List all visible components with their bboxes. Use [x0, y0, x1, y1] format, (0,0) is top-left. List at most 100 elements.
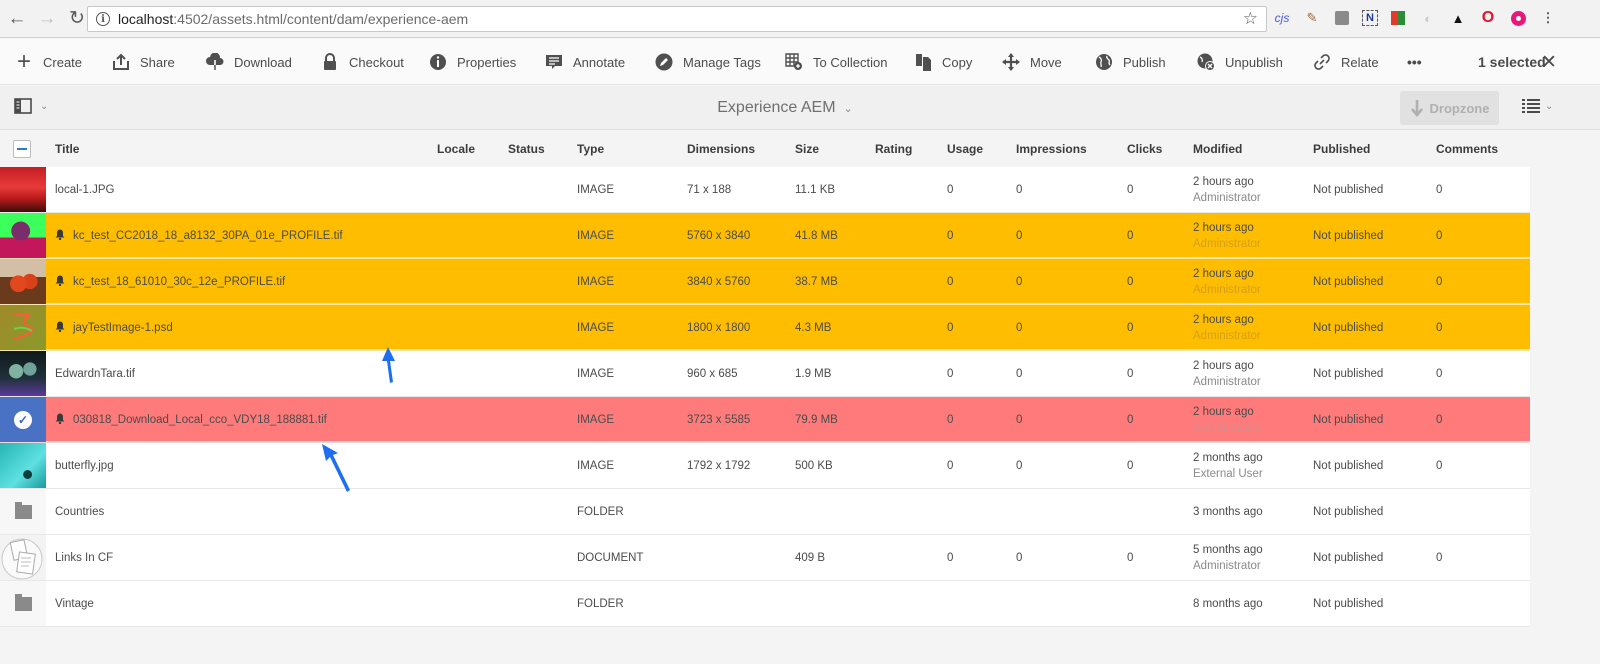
column-header-modified[interactable]: Modified — [1193, 142, 1243, 156]
column-header-comments[interactable]: Comments — [1436, 142, 1499, 156]
table-row[interactable]: local-1.JPG IMAGE 71 x 188 11.1 KB 0 0 0 Not pu… — [0, 167, 1530, 213]
circle-extension-icon[interactable]: ◐ — [1424, 10, 1432, 26]
column-header-rating[interactable]: Rating — [875, 142, 913, 156]
asset-comments: 0 — [1436, 413, 1443, 426]
asset-comments: 0 — [1436, 275, 1443, 288]
move-button[interactable]: Move — [1001, 39, 1062, 85]
publish-button[interactable]: Publish — [1094, 39, 1166, 85]
address-bar[interactable]: i localhost:4502/assets.html/content/dam… — [87, 6, 1267, 32]
asset-title-text: Countries — [55, 505, 105, 518]
column-header-type[interactable]: Type — [577, 142, 605, 156]
asset-title[interactable]: kc_test_18_61010_30c_12e_PROFILE.tif — [55, 259, 285, 304]
asset-thumbnail[interactable] — [0, 351, 46, 396]
table-row[interactable]: Countries FOLDER Not published 3 months ago — [0, 489, 1530, 535]
asset-comments: 0 — [1436, 367, 1443, 380]
modified-by: Administrator — [1193, 421, 1261, 434]
properties-button[interactable]: Properties — [428, 39, 516, 85]
asset-title[interactable]: Vintage — [55, 581, 94, 626]
publish-status: Not published — [1313, 413, 1384, 426]
column-header-usage[interactable]: Usage — [947, 142, 984, 156]
column-header-impressions[interactable]: Impressions — [1016, 142, 1087, 156]
asset-thumbnail[interactable] — [0, 213, 46, 258]
table-row[interactable]: kc_test_18_61010_30c_12e_PROFILE.tif IMAG… — [0, 259, 1530, 305]
column-header-title[interactable]: Title — [55, 142, 80, 156]
bookmark-star-icon[interactable]: ☆ — [1242, 9, 1258, 28]
browser-menu-icon[interactable]: ⋮ — [1541, 10, 1555, 25]
column-header-published[interactable]: Published — [1313, 142, 1371, 156]
table-row[interactable]: EdwardnTara.tif IMAGE 960 x 685 1.9 MB 0 0 0 No… — [0, 351, 1530, 397]
view-switcher-button[interactable]: ⌄ — [1522, 98, 1553, 114]
asset-title[interactable]: Links In CF — [55, 535, 113, 580]
asset-dimensions: 71 x 188 — [687, 183, 732, 196]
column-header-clicks[interactable]: Clicks — [1127, 142, 1163, 156]
copy-button[interactable]: Copy — [913, 39, 972, 85]
cjs-extension-icon[interactable]: cjs — [1274, 11, 1290, 25]
asset-title-text: butterfly.jpg — [55, 459, 114, 472]
pen-extension-icon[interactable]: ✎ — [1306, 10, 1318, 25]
more-actions-button[interactable]: ••• — [1407, 39, 1422, 85]
share-button[interactable]: Share — [111, 39, 175, 85]
asset-title[interactable]: 030818_Download_Local_cco_VDY18_188881.t… — [55, 397, 327, 442]
asset-title[interactable]: EdwardnTara.tif — [55, 351, 135, 396]
select-all-checkbox[interactable] — [13, 140, 31, 158]
asset-title[interactable]: local-1.JPG — [55, 167, 114, 212]
chevron-down-icon: ⌄ — [843, 102, 853, 115]
table-row[interactable]: Links In CF DOCUMENT 409 B 0 0 0 Not published… — [0, 535, 1530, 581]
column-header-locale[interactable]: Locale — [437, 142, 476, 156]
site-info-icon[interactable]: i — [96, 12, 110, 26]
opera-extension-icon[interactable]: O — [1481, 9, 1495, 26]
relate-button[interactable]: Relate — [1312, 39, 1379, 85]
annotate-button[interactable]: Annotate — [544, 39, 625, 85]
square-extension-icon[interactable] — [1332, 8, 1352, 28]
reload-button[interactable]: ↻ — [69, 8, 85, 29]
extensions-area: cjs ✎ N ◐ ▲ O ⋮ — [1272, 8, 1558, 28]
colors-extension-icon[interactable] — [1388, 8, 1408, 28]
modified-info: 2 hours ago Administrator — [1193, 167, 1261, 212]
dropzone-button[interactable]: Dropzone — [1400, 91, 1499, 125]
asset-title[interactable]: jayTestImage-1.psd — [55, 305, 173, 350]
column-header-dimensions[interactable]: Dimensions — [687, 142, 756, 156]
asset-thumbnail[interactable] — [0, 167, 46, 212]
unpublish-button[interactable]: Unpublish — [1196, 39, 1283, 85]
asset-usage: 0 — [947, 229, 954, 242]
table-row[interactable]: Vintage FOLDER Not published 8 months ago — [0, 581, 1530, 627]
publish-status: Not published — [1313, 229, 1384, 242]
column-header-size[interactable]: Size — [795, 142, 820, 156]
page-title[interactable]: Experience AEM ⌄ — [0, 86, 1570, 130]
selection-overlay[interactable]: ✓ — [0, 397, 46, 442]
close-selection-icon[interactable]: ✕ — [1541, 51, 1557, 73]
checkout-button[interactable]: Checkout — [320, 39, 404, 85]
table-row[interactable]: butterfly.jpg IMAGE 1792 x 1792 500 KB 0 0 0 No… — [0, 443, 1530, 489]
to-collection-button[interactable]: To Collection — [784, 39, 887, 85]
rail-toggle-button[interactable]: ⌄ — [14, 98, 48, 114]
folder-thumbnail[interactable] — [0, 581, 46, 626]
asset-thumbnail[interactable] — [0, 305, 46, 350]
asset-type: IMAGE — [577, 413, 615, 426]
forward-button[interactable]: → — [37, 7, 57, 29]
manage-tags-button[interactable]: Manage Tags — [654, 39, 761, 85]
asset-thumbnail[interactable] — [0, 259, 46, 304]
table-row[interactable]: kc_test_CC2018_18_a8132_30PA_01e_PROFILE… — [0, 213, 1530, 259]
spy-extension-icon[interactable]: ▲ — [1451, 10, 1465, 26]
asset-usage: 0 — [947, 275, 954, 288]
properties-label: Properties — [457, 54, 517, 70]
asset-title[interactable]: Countries — [55, 489, 104, 534]
asset-title[interactable]: butterfly.jpg — [55, 443, 114, 488]
folder-thumbnail[interactable] — [0, 489, 46, 534]
column-header-status[interactable]: Status — [508, 142, 545, 156]
n-extension-icon[interactable]: N — [1362, 10, 1378, 26]
eye-extension-icon[interactable] — [1508, 8, 1528, 28]
download-button[interactable]: Download — [205, 39, 292, 85]
asset-clicks: 0 — [1127, 275, 1134, 288]
table-header: Title Locale Status Type Dimensions Size Ratin… — [0, 131, 1600, 167]
document-thumbnail[interactable] — [0, 535, 46, 580]
back-button[interactable]: ← — [7, 7, 27, 29]
create-button[interactable]: + Create — [14, 39, 82, 85]
table-row[interactable]: jayTestImage-1.psd IMAGE 1800 x 1800 4.3 MB… — [0, 305, 1530, 351]
selected-thumbnail[interactable]: ✓ — [0, 397, 46, 442]
table-row[interactable]: ✓ 030818_Download_Local_cco_VDY18_188881.… — [0, 397, 1530, 443]
asset-type: IMAGE — [577, 459, 615, 472]
asset-thumbnail[interactable] — [0, 443, 46, 488]
asset-type: FOLDER — [577, 597, 624, 610]
asset-title[interactable]: kc_test_CC2018_18_a8132_30PA_01e_PROFILE… — [55, 213, 343, 258]
